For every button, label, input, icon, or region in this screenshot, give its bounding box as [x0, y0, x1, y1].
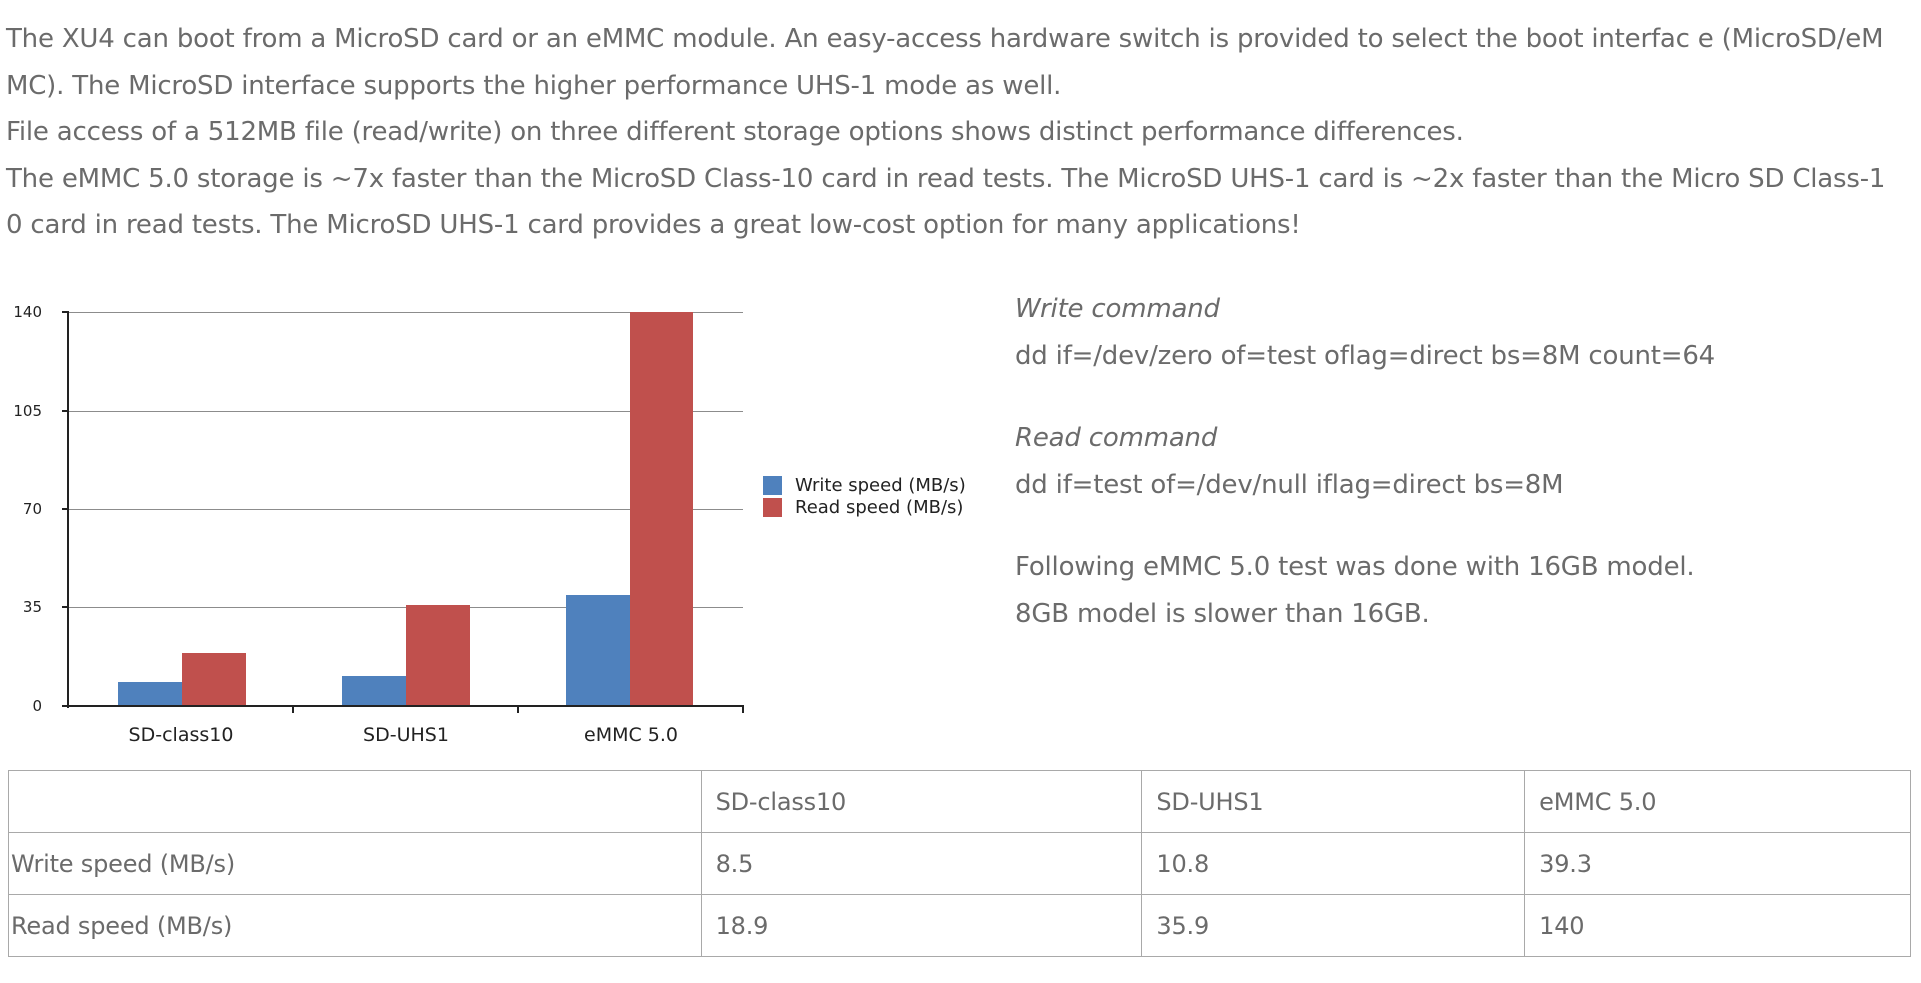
table-cell: 35.9 — [1141, 894, 1526, 957]
intro-paragraph: The XU4 can boot from a MicroSD card or … — [6, 24, 1884, 101]
legend-swatch-red-icon — [763, 497, 782, 517]
legend-label: Write speed (MB/s) — [795, 474, 966, 496]
bar-read-sd-class10 — [182, 653, 246, 706]
x-category-label: SD-UHS1 — [363, 724, 449, 746]
write-command: dd if=/dev/zero of=test oflag=direct bs=… — [1015, 341, 1716, 371]
intro-paragraph: File access of a 512MB file (read/write)… — [6, 117, 1464, 147]
storage-speed-chart: 140 105 70 35 0 SD-class10 SD-UHS1 eMMC … — [0, 290, 1000, 770]
y-tick-label: 105 — [13, 402, 42, 420]
chart-legend: Write speed (MB/s) Read speed (MB/s) — [763, 474, 966, 518]
table-cell: 10.8 — [1141, 832, 1526, 895]
bar-write-sd-class10 — [118, 682, 182, 706]
table-header-cell: eMMC 5.0 — [1524, 770, 1911, 833]
x-tick — [517, 706, 519, 713]
y-tick-label: 0 — [32, 697, 42, 715]
table-row: Write speed (MB/s) 8.5 10.8 39.3 — [8, 832, 1911, 895]
table-header-cell: SD-UHS1 — [1141, 770, 1526, 833]
gridline — [68, 607, 743, 608]
y-tick — [62, 410, 69, 412]
y-tick — [62, 705, 69, 707]
y-tick-label: 35 — [22, 598, 42, 616]
speed-table: SD-class10 SD-UHS1 eMMC 5.0 Write speed … — [8, 770, 1911, 957]
legend-label: Read speed (MB/s) — [795, 496, 964, 518]
y-tick-label: 70 — [22, 500, 42, 518]
gridline — [68, 411, 743, 412]
remark: 8GB model is slower than 16GB. — [1015, 599, 1430, 629]
row-label: Read speed (MB/s) — [8, 894, 702, 957]
read-command-title: Read command — [1015, 423, 1218, 453]
row-label: Write speed (MB/s) — [8, 832, 702, 895]
legend-swatch-blue-icon — [763, 475, 782, 495]
table-header-row: SD-class10 SD-UHS1 eMMC 5.0 — [8, 770, 1911, 833]
legend-item-write: Write speed (MB/s) — [763, 474, 966, 496]
bar-read-sd-uhs1 — [406, 605, 470, 706]
y-tick — [62, 606, 69, 608]
x-category-label: eMMC 5.0 — [584, 724, 678, 746]
y-axis — [67, 312, 69, 708]
table-row: Read speed (MB/s) 18.9 35.9 140 — [8, 894, 1911, 957]
table-cell: 140 — [1524, 894, 1911, 957]
table-cell: 8.5 — [700, 832, 1143, 895]
gridline — [68, 509, 743, 510]
bar-read-emmc — [630, 312, 693, 706]
y-tick — [62, 508, 69, 510]
gridline — [68, 312, 743, 313]
intro-text: The XU4 can boot from a MicroSD card or … — [6, 16, 1896, 249]
y-tick-label: 140 — [13, 303, 42, 321]
benchmark-notes: Write command dd if=/dev/zero of=test of… — [1015, 286, 1895, 638]
spacer — [1015, 509, 1895, 544]
read-command: dd if=test of=/dev/null iflag=direct bs=… — [1015, 470, 1564, 500]
x-tick — [292, 706, 294, 713]
y-tick — [62, 311, 69, 313]
table-header-cell — [8, 770, 702, 833]
table-cell: 39.3 — [1524, 832, 1911, 895]
x-category-label: SD-class10 — [128, 724, 234, 746]
legend-item-read: Read speed (MB/s) — [763, 496, 966, 518]
table-cell: 18.9 — [700, 894, 1143, 957]
write-command-title: Write command — [1015, 294, 1220, 324]
bar-write-emmc — [566, 595, 630, 706]
spacer — [1015, 380, 1895, 415]
table-header-cell: SD-class10 — [700, 770, 1143, 833]
intro-paragraph: The eMMC 5.0 storage is ~7x faster than … — [6, 163, 1886, 241]
bar-write-sd-uhs1 — [342, 676, 406, 706]
x-axis — [67, 705, 744, 707]
x-tick — [742, 706, 744, 713]
remark: Following eMMC 5.0 test was done with 16… — [1015, 552, 1695, 582]
